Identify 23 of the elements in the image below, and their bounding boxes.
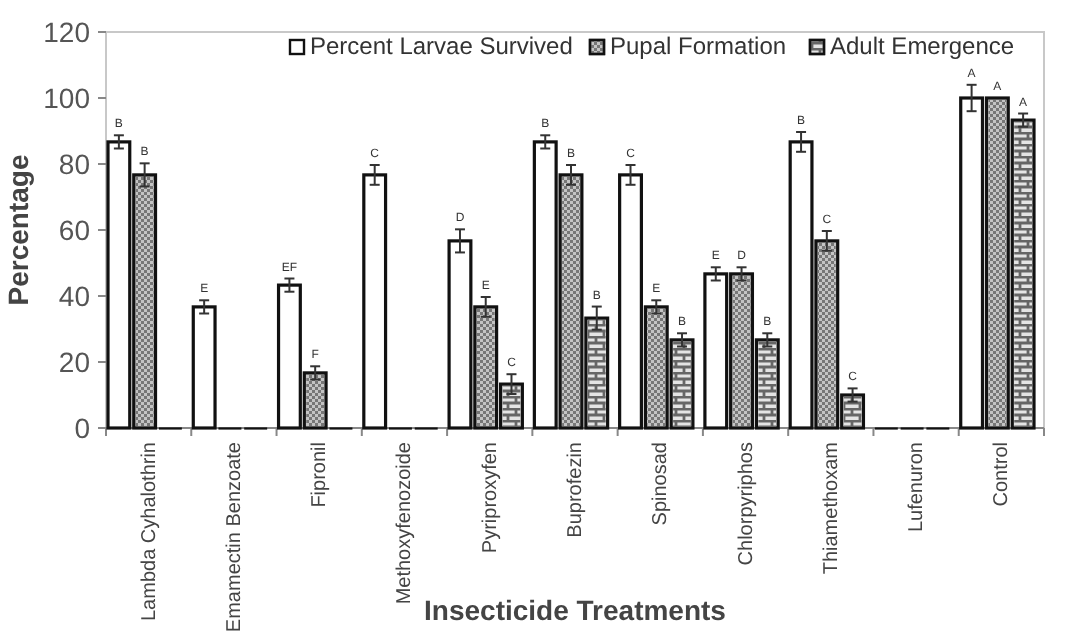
x-tick-label: Pyriproxyfen [479,442,502,554]
legend-label: Percent Larvae Survived [310,32,573,60]
legend-label: Pupal Formation [610,32,787,60]
x-tick-label: Emamectin Benzoate [223,441,246,633]
x-tick-label: Lambda Cyhalothrin [138,442,161,621]
x-tick-label: Chlorpyriphos [735,442,758,566]
legend-label: Adult Emergence [830,32,1015,60]
x-axis-title: Insecticide Treatments [424,594,727,626]
y-axis-title: Percentage [2,154,34,306]
y-tick-label: 0 [74,411,91,444]
y-tick-label: 60 [58,213,91,246]
x-tick-label: Methoxyfenozoide [394,441,417,605]
x-tick-label: Buprofezin [565,442,587,538]
x-tick-label: Lufenuron [906,442,929,533]
y-tick-label: 20 [58,345,91,378]
y-tick-label: 100 [43,81,91,114]
x-tick-label: Control [991,442,1014,507]
x-tick-label: Fipronil [309,442,332,508]
x-tick-label: Thiamethoxam [820,442,843,575]
y-tick-label: 120 [43,15,91,48]
y-tick-label: 40 [58,279,91,312]
x-tick-label: Spinosad [650,442,673,526]
y-tick-label: 80 [58,147,91,180]
